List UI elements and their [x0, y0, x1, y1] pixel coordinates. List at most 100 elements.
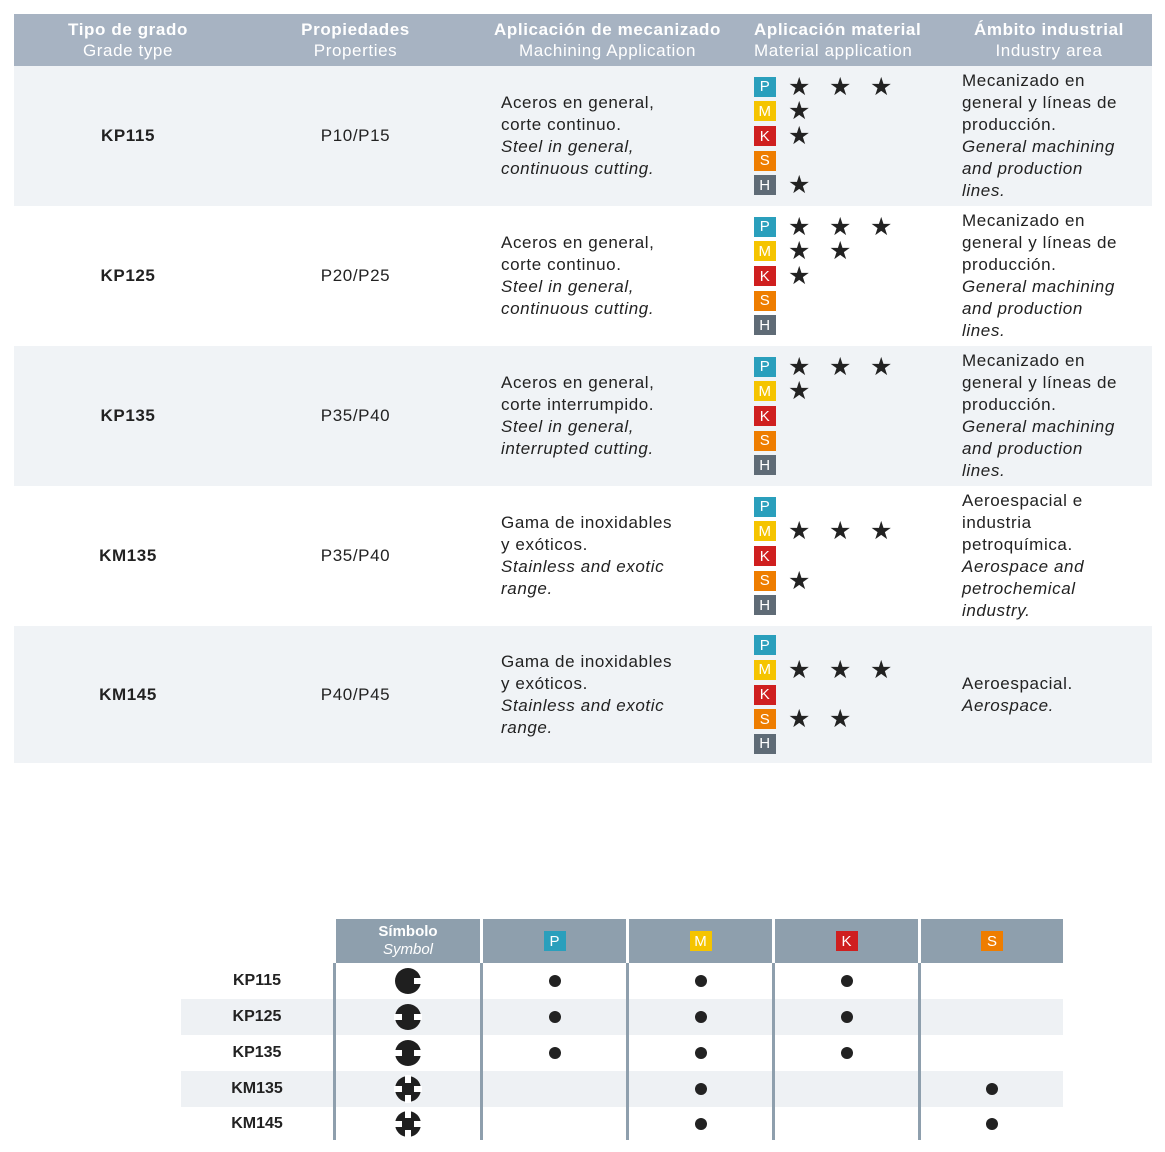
material-row-h: H: [754, 593, 788, 618]
machining-text-es: corte continuo.: [501, 115, 622, 134]
material-badge-s: S: [754, 150, 776, 171]
star-rating: ★: [788, 566, 829, 595]
symbol-table-header: Símbolo Symbol P M K S: [181, 919, 1063, 963]
material-cell-k: [772, 963, 918, 999]
star-rating: ★ ★ ★: [788, 352, 911, 381]
material-badge-k: K: [754, 406, 776, 426]
material-badge-m: M: [754, 101, 776, 122]
material-row-m: M ★: [754, 99, 829, 124]
machining-text-es: Aceros en general,: [501, 233, 655, 252]
symbol-cell: [333, 1071, 480, 1107]
applicable-dot: [840, 1011, 853, 1023]
machining-application: Gama de inoxidables y exóticos. Stainless …: [469, 626, 746, 763]
industry-text-en: lines.: [962, 181, 1006, 200]
star-icon: ★: [870, 517, 894, 546]
applicable-dot: [840, 1047, 853, 1059]
material-cell-m: [626, 1035, 772, 1071]
star-rating: ★: [788, 124, 829, 149]
star-icon: ★: [870, 72, 894, 101]
material-badge-s: S: [754, 290, 776, 311]
symbol-row: KM135: [181, 1071, 1063, 1107]
material-row-p: P ★ ★ ★: [754, 72, 911, 101]
industry-text-es: Mecanizado en: [962, 71, 1086, 90]
machining-text-en: Stainless and exotic: [501, 557, 665, 576]
star-icon: ★: [788, 377, 812, 406]
industry-text-es: Aeroespacial e: [962, 491, 1083, 510]
applicable-dot: [986, 1083, 998, 1095]
material-row-m: M ★ ★ ★: [754, 519, 911, 544]
applicable-dot: [548, 975, 561, 987]
star-rating: ★ ★ ★: [788, 212, 911, 241]
material-cell-k: [772, 1035, 918, 1071]
grade-code: KM145: [99, 684, 157, 704]
industry-text-es: Mecanizado en: [962, 351, 1086, 370]
symbol-row: KP115: [181, 963, 1063, 999]
grade-properties: P35/P40: [320, 546, 391, 565]
material-cell-k: [772, 1071, 918, 1107]
material-badge-p: P: [754, 76, 776, 97]
material-badge-m: M: [689, 931, 712, 951]
header-industry-area: Ámbito industrial Industry area: [974, 20, 1124, 60]
industry-text-en: Aerospace and: [962, 557, 1085, 576]
grade-row: KP115 P10/P15 Aceros en general, corte cont…: [14, 66, 1152, 206]
grades-table: Tipo de grado Grade type Propiedades Pro…: [14, 14, 1152, 763]
star-icon: ★: [829, 655, 853, 684]
industry-text-en: and production: [962, 299, 1083, 318]
grade-row: KM135 P35/P40 Gama de inoxidables y exótico…: [14, 486, 1152, 626]
material-cell-s: [918, 1071, 1063, 1107]
grade-row: KP125 P20/P25 Aceros en general, corte cont…: [14, 206, 1152, 346]
header-col-p: P: [480, 919, 626, 963]
star-rating: ★: [788, 97, 829, 126]
grade-properties: P20/P25: [320, 266, 391, 285]
material-cell-p: [480, 999, 626, 1035]
material-cell-k: [772, 1107, 918, 1140]
star-icon: ★: [788, 97, 812, 126]
industry-text-en: General machining: [962, 277, 1115, 296]
material-row-p: P ★ ★ ★: [754, 212, 911, 241]
industry-text-es: Aeroespacial.: [962, 673, 1073, 693]
industry-area: Aeroespacial. Aerospace.: [946, 626, 1152, 763]
material-application: P ★ ★ ★ M ★ ★ K ★ S H: [746, 206, 946, 346]
star-rating: ★ ★ ★: [788, 517, 911, 546]
star-rating: ★ ★ ★: [788, 655, 911, 684]
star-icon: ★: [829, 237, 853, 266]
material-badge-h: H: [754, 455, 776, 476]
material-application: P ★ ★ ★ M ★ K S H: [746, 346, 946, 486]
grade-row: KM145 P40/P45 Gama de inoxidables y exótico…: [14, 626, 1152, 763]
star-icon: ★: [788, 212, 812, 241]
star-icon: ★: [829, 352, 853, 381]
star-icon: ★: [788, 352, 812, 381]
grade-row: KP135 P35/P40 Aceros en general, corte inte…: [14, 346, 1152, 486]
machining-application: Aceros en general, corte interrumpido. Ste…: [469, 346, 746, 486]
symbol-table-body: KP115 KP125 KP135 KM135 KM145: [181, 963, 1063, 1140]
material-row-k: K: [754, 544, 788, 569]
material-cell-k: [772, 999, 918, 1035]
applicable-dot: [986, 1117, 998, 1130]
machining-text-es: corte continuo.: [501, 255, 622, 274]
machining-text-es: y exóticos.: [501, 673, 588, 693]
symbol-row: KM145: [181, 1107, 1063, 1140]
machining-text-es: y exóticos.: [501, 535, 588, 554]
material-badge-s: S: [754, 709, 776, 730]
star-icon: ★: [788, 566, 812, 595]
grades-table-body: KP115 P10/P15 Aceros en general, corte cont…: [14, 66, 1152, 763]
symbol-grade-code: KP125: [232, 1008, 282, 1025]
material-row-k: K: [754, 404, 788, 429]
star-icon: ★: [870, 212, 894, 241]
star-icon: ★: [788, 655, 812, 684]
header-machining-application: Aplicación de mecanizado Machining Appli…: [494, 20, 721, 60]
header-symbol: Símbolo Symbol: [333, 919, 480, 963]
industry-area: Mecanizado en general y líneas de producci…: [946, 66, 1152, 206]
symbol-cell: [333, 999, 480, 1035]
material-badge-s: S: [981, 931, 1003, 951]
material-badge-p: P: [543, 931, 566, 951]
symbol-cell: [333, 1107, 480, 1140]
insert-symbol-icon: [395, 968, 422, 994]
material-badge-m: M: [754, 241, 776, 262]
material-row-h: H: [754, 313, 788, 338]
material-cell-m: [626, 963, 772, 999]
machining-text-es: Aceros en general,: [501, 373, 655, 392]
applicable-dot: [694, 1011, 707, 1023]
material-badge-p: P: [754, 496, 776, 517]
machining-text-en: Steel in general,: [501, 417, 635, 436]
